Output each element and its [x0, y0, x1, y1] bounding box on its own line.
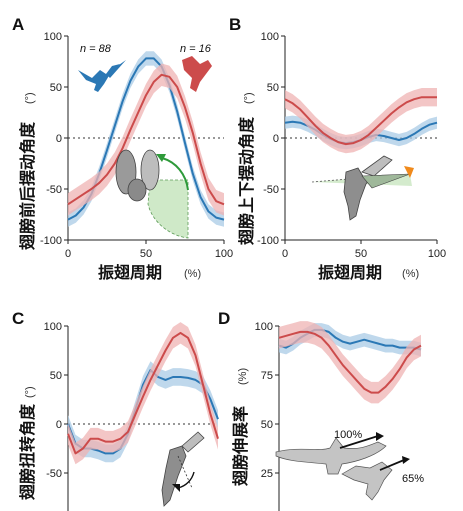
y-tick-label: 50: [267, 82, 279, 94]
panel-d-ylabel: 翅膀伸展率: [231, 406, 250, 487]
series-line-red: [67, 73, 225, 206]
y-tick-label: 75: [261, 370, 273, 382]
x-tick-label: 0: [65, 248, 71, 260]
panel-b-xunit: (%): [402, 268, 419, 280]
y-tick-label: 100: [44, 31, 62, 43]
panel-d-plot: 25 50 75 100: [255, 321, 422, 511]
series-line-red: [67, 331, 219, 455]
y-tick-label: 100: [44, 321, 62, 333]
y-tick-label: -50: [46, 184, 62, 196]
panel-c-plot: -50 0 50 100: [44, 321, 219, 511]
panel-b-ylabel: 翅膀上下摆动角度: [237, 116, 256, 246]
panel-b: B 翅膀上下摆动角度 (°) 振翅周期 (%) -100 -50 0 50 100 0 50…: [229, 15, 446, 282]
series-band-red: [285, 88, 437, 154]
legend-entry-red: n = 16: [180, 43, 212, 55]
series-band-red: [68, 322, 218, 465]
x-tick-label: 50: [355, 248, 367, 260]
x-tick-label: 100: [428, 248, 446, 260]
panel-a-ylabel: 翅膀前后摆动角度: [18, 121, 37, 251]
panel-b-yunit: (°): [243, 92, 255, 104]
panel-c-ylabel: 翅膀扭转角度: [18, 403, 37, 501]
panel-b-xlabel: 振翅周期: [318, 263, 382, 282]
x-tick-label: 0: [282, 248, 288, 260]
y-tick-label: 50: [50, 370, 62, 382]
swift-bird-icon: [182, 56, 212, 92]
panel-d-yunit: (%): [237, 368, 249, 385]
panel-letter-a: A: [12, 15, 24, 34]
panel-a-xunit: (%): [184, 268, 201, 280]
series-band-red: [279, 321, 421, 404]
y-tick-label: 50: [261, 419, 273, 431]
y-tick-label: -50: [46, 468, 62, 480]
panel-letter-c: C: [12, 309, 24, 328]
y-tick-label: 100: [255, 321, 273, 333]
wing-sweep-illustration: [115, 149, 189, 239]
series-band-blue: [68, 51, 224, 227]
series-line-red: [278, 330, 422, 394]
panel-a-yunit: (°): [24, 92, 36, 104]
x-tick-label: 50: [140, 248, 152, 260]
wing-extension-illustration: [275, 432, 410, 501]
panel-c-yunit: (°): [24, 386, 36, 398]
wing-elevation-illustration: [311, 155, 414, 221]
series-line-red: [284, 96, 437, 146]
y-tick-label: 0: [56, 133, 62, 145]
x-tick-label: 100: [215, 248, 233, 260]
y-tick-label: -50: [263, 184, 279, 196]
panel-a-xlabel: 振翅周期: [98, 263, 162, 282]
panel-a-plot: -100 -50 0 50 100 0 50 100: [40, 31, 233, 260]
y-tick-label: 100: [261, 31, 279, 43]
y-tick-label: 0: [56, 419, 62, 431]
y-tick-label: 25: [261, 468, 273, 480]
panel-c: C 翅膀扭转角度 (°) -50 0 50 100: [12, 309, 219, 511]
hummingbird-icon: [78, 60, 126, 92]
y-tick-label: -100: [257, 235, 279, 247]
y-tick-label: 0: [273, 133, 279, 145]
series-band-red: [68, 63, 224, 216]
panel-d: D 翅膀伸展率 (%) 25 50 75 100 100% 65%: [218, 309, 424, 511]
wing-twist-illustration: [161, 431, 205, 507]
panel-b-plot: -100 -50 0 50 100 0 50 100: [257, 31, 446, 260]
legend-entry-blue: n = 88: [80, 43, 112, 55]
extension-label-100: 100%: [334, 429, 362, 441]
panel-a: A 翅膀前后摆动角度 (°) 振翅周期 (%) -100 -50 0 50 100 0 50…: [12, 15, 233, 282]
panel-letter-d: D: [218, 309, 230, 328]
extension-label-65: 65%: [402, 473, 424, 485]
y-tick-label: 50: [50, 82, 62, 94]
y-tick-label: -100: [40, 235, 62, 247]
panel-letter-b: B: [229, 15, 241, 34]
